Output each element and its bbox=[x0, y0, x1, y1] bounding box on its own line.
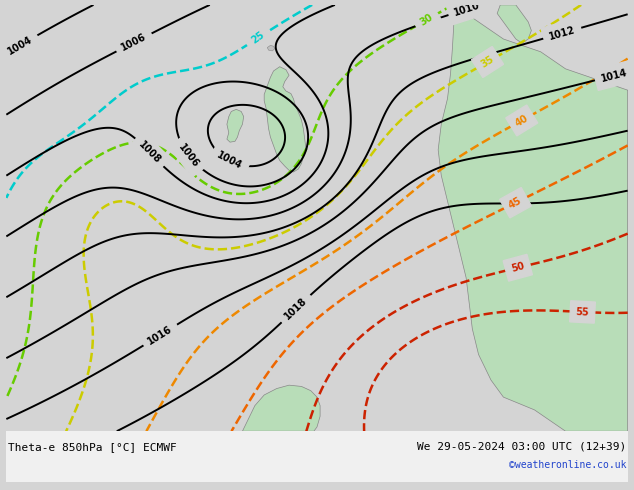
Text: 30: 30 bbox=[418, 12, 435, 27]
Text: 1004: 1004 bbox=[6, 34, 34, 56]
Text: 40: 40 bbox=[514, 113, 530, 128]
Text: We 29-05-2024 03:00 UTC (12+39): We 29-05-2024 03:00 UTC (12+39) bbox=[417, 442, 626, 452]
Polygon shape bbox=[438, 5, 628, 431]
Text: 50: 50 bbox=[510, 261, 526, 274]
Text: 25: 25 bbox=[250, 30, 266, 46]
Text: 1016: 1016 bbox=[146, 324, 174, 346]
Text: ©weatheronline.co.uk: ©weatheronline.co.uk bbox=[509, 460, 626, 470]
Polygon shape bbox=[227, 109, 243, 142]
Text: 1006: 1006 bbox=[177, 142, 201, 169]
Text: 1006: 1006 bbox=[120, 32, 148, 53]
Text: 1004: 1004 bbox=[216, 150, 244, 172]
Polygon shape bbox=[497, 5, 531, 43]
Text: 1012: 1012 bbox=[548, 24, 576, 42]
FancyBboxPatch shape bbox=[6, 431, 628, 482]
Text: 1018: 1018 bbox=[283, 295, 309, 321]
Polygon shape bbox=[268, 46, 275, 51]
Text: 45: 45 bbox=[507, 195, 524, 210]
Text: 35: 35 bbox=[479, 54, 496, 70]
Text: 1010: 1010 bbox=[453, 0, 482, 18]
Text: Theta-e 850hPa [°C] ECMWF: Theta-e 850hPa [°C] ECMWF bbox=[8, 442, 176, 452]
Polygon shape bbox=[242, 385, 320, 431]
Text: 1014: 1014 bbox=[600, 67, 628, 84]
Text: 1008: 1008 bbox=[136, 139, 162, 166]
Text: 55: 55 bbox=[576, 307, 590, 318]
Polygon shape bbox=[264, 67, 306, 172]
